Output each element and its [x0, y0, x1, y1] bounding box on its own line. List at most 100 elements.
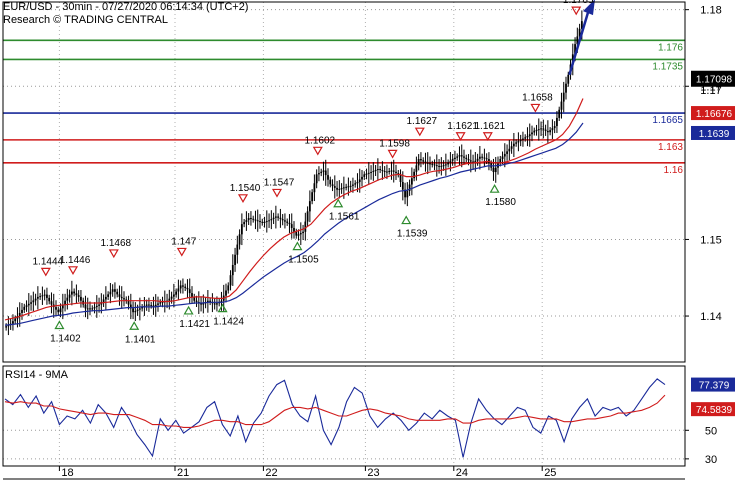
- candle-body: [21, 309, 23, 313]
- rsi-ma-value-tag-text: 74.5839: [696, 405, 733, 416]
- candle-body: [225, 290, 227, 296]
- candle-body: [23, 306, 26, 310]
- candle-body: [80, 296, 82, 301]
- candle-body: [374, 170, 377, 172]
- candle-body: [259, 221, 261, 223]
- ma-price-tag-text: 1.1639: [699, 129, 730, 140]
- candle-body: [145, 304, 148, 306]
- candle-body: [440, 165, 443, 167]
- candle-body: [216, 303, 218, 305]
- candle-body: [399, 174, 402, 182]
- swing-high-label: 1.1621: [447, 121, 478, 132]
- level-label: 1.163: [658, 142, 683, 153]
- level-price-tag: [691, 106, 735, 121]
- swing-high-label: 1.1446: [60, 255, 91, 266]
- candle-body: [492, 167, 495, 173]
- candle-body: [367, 172, 370, 174]
- moving-average-blue: [4, 122, 584, 326]
- candle-body: [268, 220, 270, 222]
- candle-body: [245, 220, 248, 223]
- candle-body: [340, 188, 343, 190]
- candle-body: [84, 304, 87, 309]
- candle-body: [36, 296, 39, 299]
- swing-high-marker: [571, 6, 582, 16]
- candle-body: [288, 222, 291, 225]
- swing-high-label: 1.1621: [475, 121, 506, 132]
- candle-body: [381, 170, 384, 172]
- price-panel-frame: [2, 1, 686, 363]
- candle-body: [463, 156, 465, 158]
- candle-body: [383, 171, 386, 173]
- candle-body: [297, 234, 300, 236]
- candle-body: [240, 224, 243, 235]
- price-tick-label: 1.15: [700, 234, 721, 246]
- swing-high-marker: [237, 194, 249, 204]
- candle-body: [363, 174, 366, 177]
- price-tick-label: 1.18: [700, 5, 721, 17]
- candle-body: [481, 156, 484, 158]
- candle-body: [89, 308, 91, 310]
- candle-body: [410, 178, 413, 185]
- rsi-tick-label: 50: [705, 425, 717, 437]
- level-label: 1.1735: [652, 61, 683, 72]
- rsi-tick-label: 30: [705, 454, 717, 466]
- candle-body: [182, 285, 184, 287]
- candle-body: [320, 171, 323, 174]
- candle-body: [238, 234, 241, 245]
- candle-body: [424, 161, 427, 163]
- candle-body: [433, 164, 436, 166]
- candle-body: [175, 291, 178, 295]
- candle-body: [193, 296, 196, 301]
- candle-body: [345, 186, 348, 188]
- swing-high-label: 1.1547: [264, 177, 295, 188]
- candle-body: [256, 220, 259, 222]
- candle-body: [111, 289, 114, 292]
- candle-body: [308, 201, 311, 212]
- swing-high-marker: [414, 127, 425, 137]
- candle-body: [533, 130, 536, 133]
- candle-body: [295, 231, 298, 236]
- candle-body: [57, 309, 60, 313]
- candle-body: [104, 296, 107, 300]
- candle-body: [556, 117, 558, 127]
- candle-body: [501, 156, 504, 160]
- swing-high-marker: [40, 267, 51, 277]
- candle-body: [510, 146, 513, 149]
- candle-body: [442, 165, 445, 167]
- candle-body: [154, 304, 157, 307]
- candle-body: [191, 293, 193, 297]
- day-tick-label: 22: [265, 467, 277, 479]
- candle-body: [333, 186, 336, 188]
- swing-low-label: 1.1424: [213, 317, 244, 328]
- swing-low-label: 1.1421: [179, 319, 210, 330]
- candle-body: [580, 21, 583, 29]
- candle-body: [324, 170, 327, 176]
- candle-body: [64, 300, 66, 305]
- candle-body: [472, 161, 474, 163]
- candle-body: [467, 159, 470, 161]
- swing-low-marker: [183, 305, 194, 315]
- candle-body: [184, 286, 187, 288]
- candle-body: [444, 164, 447, 166]
- swing-high-label: 1.1627: [407, 116, 438, 127]
- candle-body: [528, 134, 531, 137]
- candle-body: [542, 128, 545, 130]
- candle-body: [370, 172, 372, 174]
- candle-body: [515, 142, 518, 144]
- candle-body: [576, 36, 579, 45]
- candle-body: [32, 300, 35, 303]
- swing-low-label: 1.1402: [50, 334, 81, 345]
- candle-body: [39, 296, 42, 298]
- candle-body: [476, 158, 479, 161]
- candle-body: [281, 219, 284, 221]
- candle-body: [413, 171, 416, 179]
- candle-body: [152, 305, 155, 307]
- swing-high-label: 1.1540: [230, 183, 261, 194]
- candle-body: [254, 219, 257, 221]
- candle-body: [329, 179, 332, 185]
- candle-body: [195, 300, 198, 302]
- candle-body: [395, 171, 397, 174]
- candle-body: [506, 151, 508, 154]
- candle-body: [236, 244, 239, 255]
- candle-body: [272, 217, 275, 220]
